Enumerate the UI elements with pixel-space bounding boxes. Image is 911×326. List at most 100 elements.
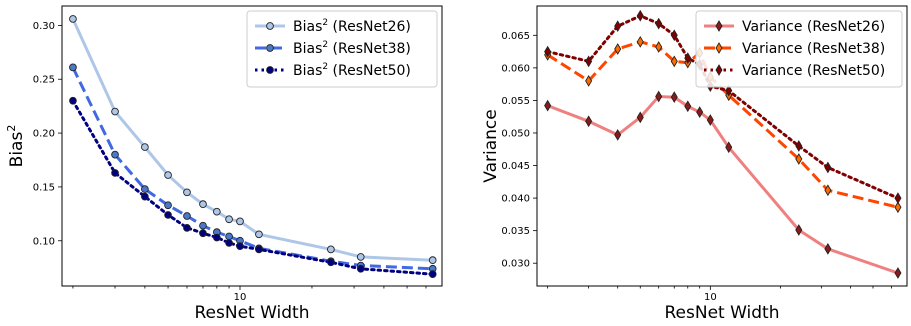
data-point xyxy=(69,15,77,23)
y-tick-label: 0.065 xyxy=(501,31,530,42)
data-point xyxy=(725,84,733,97)
legend-marker xyxy=(266,22,274,30)
legend-label: Bias2 (ResNet50) xyxy=(293,62,411,79)
data-point xyxy=(614,129,622,141)
legend-entry-2: Bias2 (ResNet38) xyxy=(255,40,411,57)
data-point xyxy=(327,245,335,254)
series-path xyxy=(547,94,899,275)
data-point xyxy=(824,161,832,174)
y-tick-label: 0.055 xyxy=(501,96,530,107)
data-point xyxy=(636,35,644,48)
data-point xyxy=(894,267,902,279)
data-point xyxy=(327,258,335,267)
data-point xyxy=(894,192,902,204)
data-point xyxy=(655,17,663,30)
data-point xyxy=(255,230,263,239)
data-point xyxy=(428,256,437,265)
plot-area-frame xyxy=(536,5,908,287)
data-point xyxy=(141,185,149,193)
data-point xyxy=(199,221,207,230)
data-point xyxy=(824,184,832,197)
legend-marker xyxy=(715,20,723,32)
data-point xyxy=(670,29,678,42)
legend-marker xyxy=(715,64,723,76)
legend: Variance (ResNet26) Variance (ResNet38) Va… xyxy=(695,10,903,88)
variance-chart: 0.030 0.035 0.040 0.045 0.050 0.055 0.060 0.065… xyxy=(481,5,908,323)
series-line-1 xyxy=(544,90,902,279)
data-point xyxy=(236,242,244,251)
data-point xyxy=(255,245,263,254)
y-tick-label: 0.035 xyxy=(501,226,530,237)
data-point xyxy=(111,107,119,116)
data-point xyxy=(585,75,593,87)
data-point xyxy=(164,201,172,210)
data-point xyxy=(684,52,692,64)
data-point xyxy=(696,106,704,119)
legend-marker xyxy=(715,42,723,54)
legend-label: Bias2 (ResNet38) xyxy=(293,40,411,57)
y-tick-label: 0.040 xyxy=(501,194,530,205)
data-point xyxy=(212,233,221,242)
x-tick-label: 10 xyxy=(234,292,247,303)
data-point xyxy=(356,264,365,273)
data-point xyxy=(141,192,149,201)
data-point xyxy=(585,115,593,128)
data-point xyxy=(225,215,233,224)
data-point xyxy=(225,232,233,241)
data-point xyxy=(894,201,902,214)
data-point xyxy=(636,111,644,124)
y-axis-label: Variance xyxy=(481,109,501,182)
data-point xyxy=(69,96,77,105)
data-point xyxy=(795,140,803,152)
data-point xyxy=(544,99,552,112)
legend-entry-3: Bias2 (ResNet50) xyxy=(255,62,411,79)
data-point xyxy=(655,90,663,103)
data-point xyxy=(111,169,119,177)
data-point xyxy=(183,223,191,232)
data-point xyxy=(111,150,119,159)
y-tick-label: 0.25 xyxy=(33,75,55,86)
x-axis-label: ResNet Width xyxy=(665,303,780,323)
legend-label: Bias2 (ResNet26) xyxy=(293,18,411,35)
data-point xyxy=(824,243,832,255)
legend-entry-1: Bias2 (ResNet26) xyxy=(255,18,411,35)
data-point xyxy=(636,9,644,22)
data-point xyxy=(795,224,803,236)
y-tick-label: 0.10 xyxy=(33,236,55,247)
data-point xyxy=(225,239,233,247)
data-point xyxy=(725,141,733,154)
legend-entry-1: Variance (ResNet26) xyxy=(704,19,885,35)
data-point xyxy=(183,212,191,220)
y-tick-label: 0.30 xyxy=(33,21,55,32)
x-axis-label: ResNet Width xyxy=(195,303,310,323)
legend-label: Variance (ResNet38) xyxy=(742,41,885,57)
data-point xyxy=(655,41,663,53)
y-tick-label: 0.15 xyxy=(33,182,55,193)
y-axis-label: Bias2 xyxy=(5,125,27,168)
data-point xyxy=(212,207,221,216)
data-point xyxy=(544,45,552,58)
legend-label: Variance (ResNet50) xyxy=(742,63,885,79)
data-point xyxy=(614,20,622,33)
plot-area-frame xyxy=(61,5,443,287)
data-point xyxy=(684,100,692,113)
data-point xyxy=(614,43,622,55)
data-point xyxy=(141,143,149,151)
data-point xyxy=(69,63,77,72)
y-tick-label: 0.20 xyxy=(33,129,55,140)
x-tick-label: 10 xyxy=(704,292,717,303)
data-point xyxy=(236,217,244,226)
legend-marker xyxy=(266,66,274,74)
y-tick-label: 0.045 xyxy=(501,161,530,172)
legend-label: Variance (ResNet26) xyxy=(742,19,885,35)
data-point xyxy=(164,171,172,179)
legend-frame xyxy=(246,10,438,88)
data-point xyxy=(706,114,714,126)
legend-entry-2: Variance (ResNet38) xyxy=(704,41,885,57)
y-tick-label: 0.060 xyxy=(501,63,530,74)
legend-marker xyxy=(266,44,274,52)
series-line-1 xyxy=(69,15,437,265)
data-point xyxy=(585,55,593,68)
